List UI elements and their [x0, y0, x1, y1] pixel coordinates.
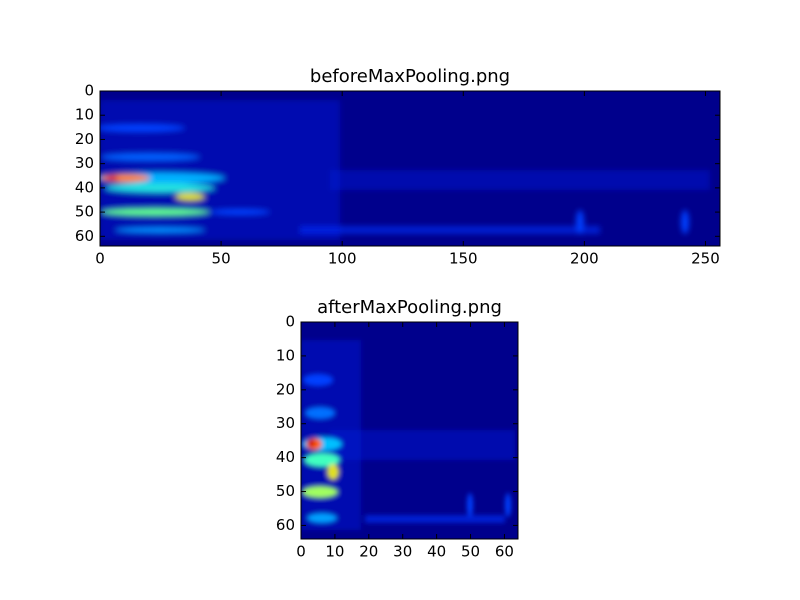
- heatmap-image: [100, 91, 720, 246]
- y-tick-label: 30: [276, 414, 295, 432]
- x-tick-label: 10: [325, 543, 344, 561]
- y-tick-label: 0: [285, 313, 295, 331]
- x-tick-label: 200: [570, 250, 599, 268]
- y-tick-label: 20: [276, 380, 295, 398]
- x-tick-label: 50: [461, 543, 480, 561]
- axes-frame: [300, 321, 519, 540]
- y-tick-label: 50: [276, 482, 295, 500]
- axes-frame: [99, 90, 721, 247]
- y-tick-label: 10: [276, 346, 295, 364]
- x-tick-label: 0: [296, 543, 306, 561]
- y-tick-label: 30: [75, 154, 94, 172]
- y-tick-label: 40: [75, 178, 94, 196]
- x-tick-label: 40: [427, 543, 446, 561]
- y-tick-label: 0: [84, 82, 94, 100]
- x-tick-label: 0: [95, 250, 105, 268]
- x-tick-label: 50: [212, 250, 231, 268]
- x-tick-label: 100: [328, 250, 357, 268]
- y-tick-label: 40: [276, 448, 295, 466]
- chart-title: afterMaxPooling.png: [317, 297, 502, 318]
- x-tick-label: 20: [359, 543, 378, 561]
- x-tick-label: 150: [449, 250, 478, 268]
- chart-title: beforeMaxPooling.png: [310, 66, 510, 87]
- x-tick-label: 60: [495, 543, 514, 561]
- y-tick-label: 20: [75, 130, 94, 148]
- y-tick-label: 50: [75, 203, 94, 221]
- y-tick-label: 60: [75, 227, 94, 245]
- y-tick-label: 60: [276, 516, 295, 534]
- heatmap-image: [301, 322, 518, 539]
- x-tick-label: 30: [393, 543, 412, 561]
- x-tick-label: 250: [691, 250, 720, 268]
- y-tick-label: 10: [75, 106, 94, 124]
